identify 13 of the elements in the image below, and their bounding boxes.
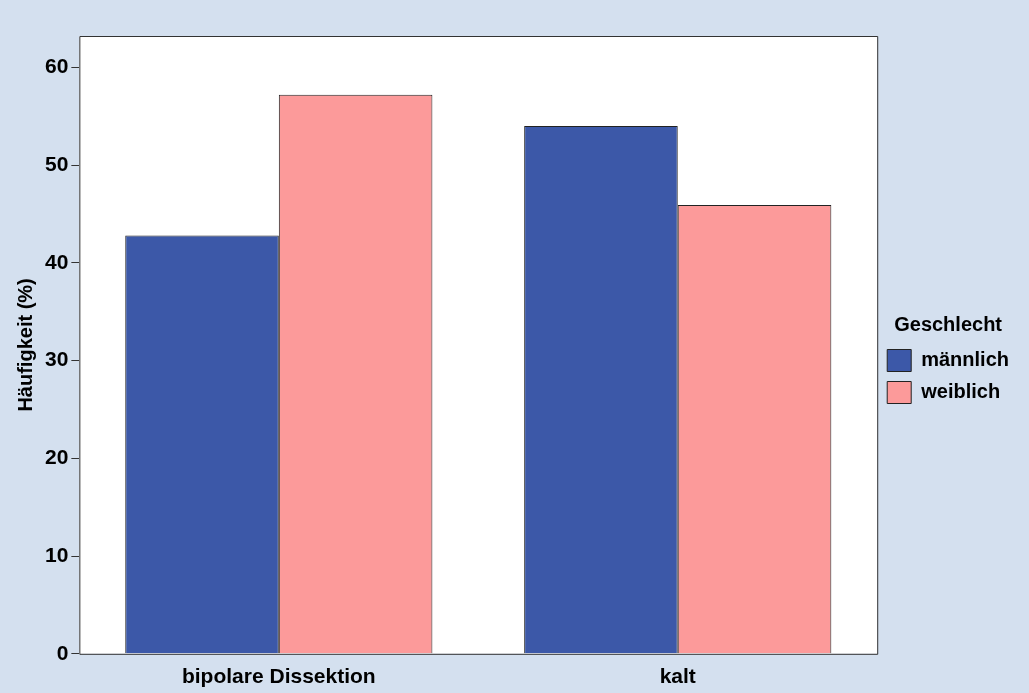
y-tick-label: 10: [45, 542, 69, 566]
x-tick-label: kalt: [659, 664, 696, 688]
y-tick-label: 60: [45, 54, 69, 78]
y-tick-label: 50: [45, 151, 69, 175]
y-tick-label: 0: [56, 640, 69, 664]
y-tick-label: 20: [45, 445, 69, 469]
legend-label: männlich: [921, 348, 1009, 371]
y-tick-label: 40: [45, 249, 69, 273]
legend-label: weiblich: [920, 380, 1001, 403]
y-axis-title: Häufigkeit (%): [13, 278, 36, 412]
x-tick-label: bipolare Dissektion: [181, 664, 376, 688]
legend-title: Geschlecht: [894, 313, 1003, 336]
y-tick-label: 30: [45, 347, 69, 371]
